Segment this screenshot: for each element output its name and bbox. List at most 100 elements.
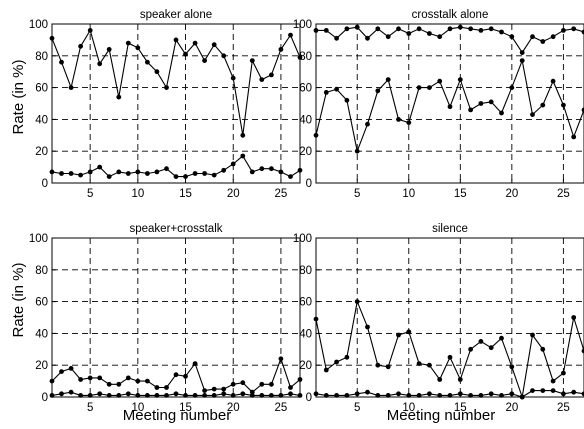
data-point <box>519 58 525 63</box>
data-point <box>427 85 432 90</box>
data-point <box>437 78 443 84</box>
plot-frame <box>315 237 584 398</box>
data-point <box>259 381 265 387</box>
data-point <box>540 346 546 352</box>
data-point <box>135 378 141 384</box>
data-point <box>221 391 227 397</box>
data-point <box>154 69 160 75</box>
data-point <box>97 375 103 381</box>
data-point <box>221 53 227 59</box>
data-point <box>468 107 473 113</box>
data-point <box>509 34 515 40</box>
data-point <box>437 34 443 40</box>
x-tick-label: 20 <box>505 402 518 414</box>
y-tick-label: 0 <box>42 392 48 404</box>
x-tick-label: 15 <box>454 188 467 200</box>
y-tick-label: 60 <box>299 83 312 95</box>
data-point <box>173 174 179 180</box>
data-point <box>375 88 381 94</box>
panel-title: speaker+crosstalk <box>130 223 223 235</box>
data-point <box>530 34 535 40</box>
data-point <box>416 361 422 366</box>
data-point <box>288 174 293 180</box>
data-point <box>240 132 246 138</box>
data-point <box>154 169 160 175</box>
y-tick-label: 20 <box>35 146 48 158</box>
data-point <box>375 26 381 32</box>
data-point <box>269 166 274 172</box>
data-point <box>334 35 339 41</box>
y-tick-label: 80 <box>35 51 48 63</box>
data-point <box>581 107 584 113</box>
data-point <box>540 388 546 393</box>
panel-title: crosstalk alone <box>412 9 489 21</box>
y-tick-label: 40 <box>35 328 48 340</box>
data-point <box>135 169 141 175</box>
data-point <box>406 31 412 36</box>
data-point <box>427 31 432 36</box>
y-tick-label: 40 <box>35 114 48 126</box>
data-point <box>530 388 535 393</box>
data-point <box>116 169 122 175</box>
panel-title: speaker alone <box>140 9 212 21</box>
data-point <box>354 24 360 30</box>
data-point <box>571 26 577 32</box>
y-tick-label: 80 <box>299 265 312 277</box>
data-point <box>447 104 453 110</box>
data-point <box>278 169 284 175</box>
data-point <box>202 171 208 176</box>
y-tick-label: 20 <box>299 146 312 158</box>
data-point <box>145 378 150 384</box>
panel-silence: silence 0 20 40 60 80 100 5 10 15 20 25 <box>293 223 584 414</box>
y-tick-label: 100 <box>29 233 48 245</box>
data-point <box>221 386 227 392</box>
data-point <box>427 362 432 368</box>
data-point <box>354 299 360 304</box>
data-point <box>581 348 584 354</box>
data-point <box>154 385 160 390</box>
data-point <box>530 332 535 338</box>
data-point <box>164 166 169 172</box>
data-point <box>499 29 504 35</box>
data-point <box>78 43 83 49</box>
data-point <box>125 171 131 176</box>
data-point <box>519 50 525 55</box>
data-point <box>344 97 350 103</box>
data-point <box>416 85 422 90</box>
data-point <box>488 26 494 32</box>
data-point <box>173 37 179 43</box>
y-axis-label-bottom: Rate (in %) <box>10 262 27 337</box>
data-point <box>365 121 370 127</box>
data-point <box>447 354 453 360</box>
data-point <box>323 367 329 373</box>
x-tick-label: 5 <box>354 188 360 200</box>
data-point <box>221 167 227 173</box>
data-point <box>59 391 64 397</box>
plot-frame <box>51 237 301 398</box>
data-point <box>230 381 236 387</box>
data-point <box>406 329 412 335</box>
data-point <box>396 332 401 338</box>
y-tick-label: 100 <box>29 19 48 31</box>
data-point <box>375 362 381 368</box>
x-tick-label: 25 <box>557 188 570 200</box>
data-point <box>106 47 112 52</box>
data-point <box>78 377 83 382</box>
data-point <box>173 391 179 397</box>
data-point <box>106 381 112 387</box>
data-point <box>488 345 494 351</box>
data-point <box>125 375 131 381</box>
data-point <box>468 346 473 352</box>
data-point <box>427 391 432 397</box>
x-tick-label: 20 <box>227 402 240 414</box>
data-point <box>192 361 198 366</box>
data-point <box>97 61 103 67</box>
y-tick-label: 60 <box>35 297 48 309</box>
data-point <box>202 388 208 393</box>
y-tick-label: 0 <box>42 178 48 190</box>
x-tick-label: 20 <box>505 188 518 200</box>
x-tick-label: 20 <box>227 188 240 200</box>
data-point <box>278 47 284 52</box>
data-point <box>365 324 370 330</box>
